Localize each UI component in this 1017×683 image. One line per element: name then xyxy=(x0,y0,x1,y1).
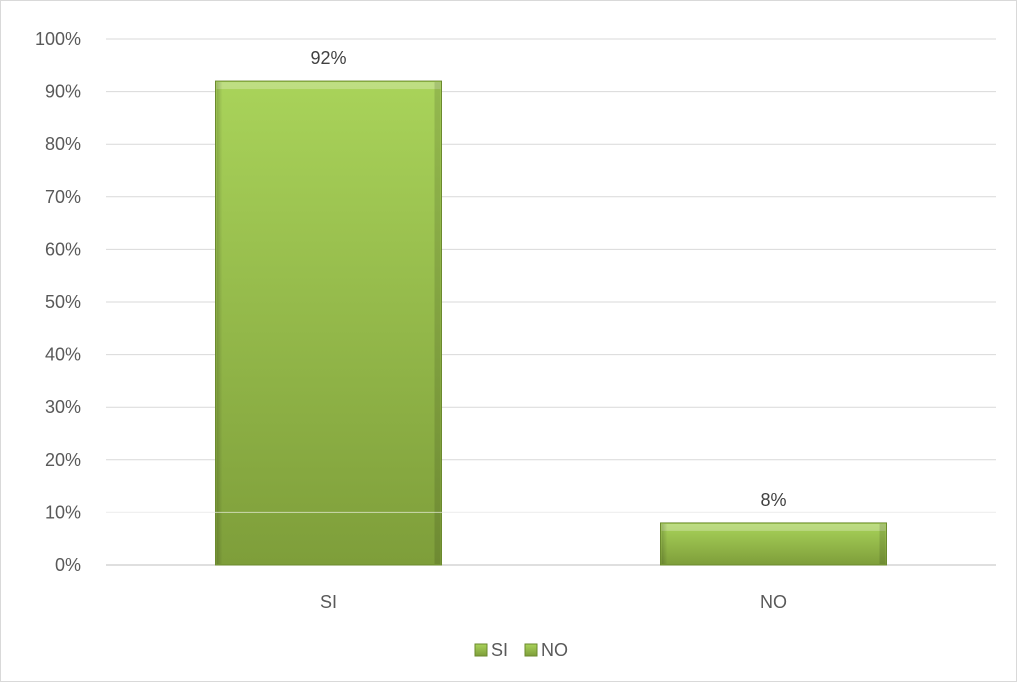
y-tick-label: 20% xyxy=(45,450,81,470)
y-tick-label: 90% xyxy=(45,82,81,102)
bar-no xyxy=(660,522,887,566)
y-tick-label: 0% xyxy=(55,555,81,575)
legend-swatch xyxy=(474,643,488,657)
y-tick-label: 40% xyxy=(45,345,81,365)
legend-label: SI xyxy=(491,640,508,660)
legend-swatch xyxy=(524,643,538,657)
bars xyxy=(106,80,996,566)
legend-label: NO xyxy=(541,640,568,660)
y-tick-label: 10% xyxy=(45,502,81,522)
y-axis-ticks: 0% 10% 20% 30% 40% 50% 60% 70% 80% 90% 100% xyxy=(35,29,81,575)
y-tick-label: 80% xyxy=(45,134,81,154)
bar-si xyxy=(215,80,442,566)
legend-item-si: SI xyxy=(474,640,508,660)
data-labels: 92% 8% xyxy=(310,48,786,510)
x-axis-categories: SI NO xyxy=(320,592,787,612)
category-label-no: NO xyxy=(760,592,787,612)
y-tick-label: 50% xyxy=(45,292,81,312)
data-label-no: 8% xyxy=(760,490,786,510)
y-tick-label: 100% xyxy=(35,29,81,49)
y-tick-label: 30% xyxy=(45,397,81,417)
y-tick-label: 60% xyxy=(45,239,81,259)
y-tick-label: 70% xyxy=(45,187,81,207)
category-label-si: SI xyxy=(320,592,337,612)
data-label-si: 92% xyxy=(310,48,346,68)
legend-item-no: NO xyxy=(524,640,568,660)
legend: SI NO xyxy=(474,640,568,660)
